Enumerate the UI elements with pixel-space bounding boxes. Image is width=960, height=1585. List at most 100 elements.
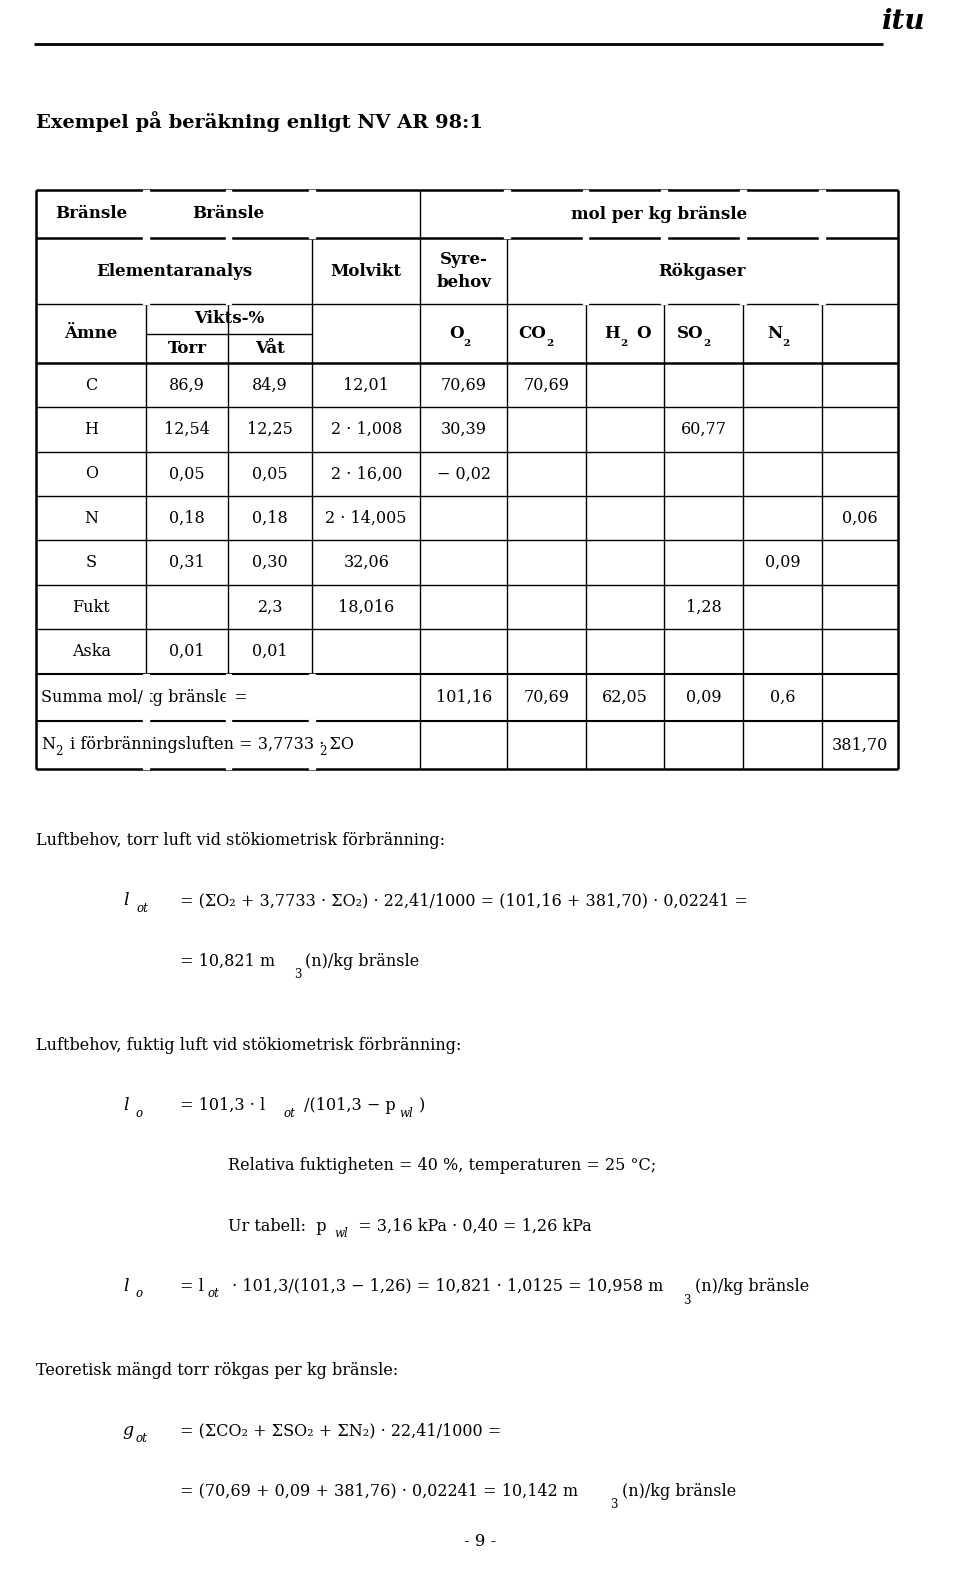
Text: 1,28: 1,28 bbox=[685, 599, 722, 615]
Text: ): ) bbox=[419, 1097, 425, 1114]
Text: 70,69: 70,69 bbox=[523, 689, 569, 705]
Text: Elementaranalys: Elementaranalys bbox=[96, 263, 252, 279]
Text: 2,3: 2,3 bbox=[257, 599, 283, 615]
Text: 2 · 14,005: 2 · 14,005 bbox=[325, 510, 407, 526]
Text: 2 · 1,008: 2 · 1,008 bbox=[330, 422, 402, 437]
Text: o: o bbox=[135, 1106, 142, 1119]
Text: = (ΣCO₂ + ΣSO₂ + ΣN₂) · 22,41/1000 =: = (ΣCO₂ + ΣSO₂ + ΣN₂) · 22,41/1000 = bbox=[180, 1422, 502, 1439]
Text: 0,30: 0,30 bbox=[252, 555, 288, 571]
Text: (n)/kg bränsle: (n)/kg bränsle bbox=[305, 953, 420, 970]
Text: SO: SO bbox=[677, 325, 704, 342]
Text: 0,6: 0,6 bbox=[770, 689, 795, 705]
Text: 2: 2 bbox=[704, 339, 711, 347]
Text: Summa mol/kg bränsle =: Summa mol/kg bränsle = bbox=[41, 689, 248, 705]
Text: g: g bbox=[123, 1422, 134, 1439]
Text: 12,25: 12,25 bbox=[248, 422, 293, 437]
Text: 0,05: 0,05 bbox=[252, 466, 288, 482]
Text: 62,05: 62,05 bbox=[602, 689, 648, 705]
Text: · 101,3/(101,3 − 1,26) = 10,821 · 1,0125 = 10,958 m: · 101,3/(101,3 − 1,26) = 10,821 · 1,0125… bbox=[227, 1278, 663, 1295]
Text: 0,01: 0,01 bbox=[169, 644, 205, 659]
Text: 86,9: 86,9 bbox=[169, 377, 205, 393]
Text: O: O bbox=[449, 325, 464, 342]
Bar bbox=[661, 190, 667, 238]
Bar bbox=[226, 190, 231, 238]
Text: wl: wl bbox=[334, 1227, 348, 1239]
Text: 0,31: 0,31 bbox=[169, 555, 205, 571]
Text: 30,39: 30,39 bbox=[441, 422, 487, 437]
Text: Luftbehov, fuktig luft vid stökiometrisk förbränning:: Luftbehov, fuktig luft vid stökiometrisk… bbox=[36, 1037, 462, 1054]
Text: S: S bbox=[85, 555, 97, 571]
Bar bbox=[740, 238, 746, 304]
Text: 0,09: 0,09 bbox=[685, 689, 722, 705]
Text: 2: 2 bbox=[319, 745, 326, 758]
Text: 12,01: 12,01 bbox=[344, 377, 389, 393]
Text: l: l bbox=[123, 1097, 129, 1114]
Bar bbox=[583, 238, 588, 304]
Text: 0,18: 0,18 bbox=[169, 510, 205, 526]
Text: = l: = l bbox=[180, 1278, 204, 1295]
Text: Torr: Torr bbox=[168, 339, 206, 357]
Text: CO: CO bbox=[518, 325, 546, 342]
Text: 3: 3 bbox=[294, 968, 301, 981]
Text: l: l bbox=[123, 892, 129, 910]
Text: Aska: Aska bbox=[72, 644, 110, 659]
Bar bbox=[143, 190, 149, 238]
Text: 70,69: 70,69 bbox=[441, 377, 487, 393]
Text: 0,01: 0,01 bbox=[252, 644, 288, 659]
Bar bbox=[309, 674, 315, 721]
Text: 18,016: 18,016 bbox=[338, 599, 395, 615]
Text: Molvikt: Molvikt bbox=[330, 263, 402, 279]
Text: 70,69: 70,69 bbox=[523, 377, 569, 393]
Text: 0,09: 0,09 bbox=[764, 555, 801, 571]
Text: N: N bbox=[84, 510, 98, 526]
Text: 2 · 16,00: 2 · 16,00 bbox=[330, 466, 402, 482]
Text: l: l bbox=[123, 1278, 129, 1295]
Text: 60,77: 60,77 bbox=[681, 422, 727, 437]
Text: = 3,16 kPa · 0,40 = 1,26 kPa: = 3,16 kPa · 0,40 = 1,26 kPa bbox=[353, 1217, 592, 1235]
Text: /(101,3 − p: /(101,3 − p bbox=[299, 1097, 396, 1114]
Text: 0,18: 0,18 bbox=[252, 510, 288, 526]
Text: ot: ot bbox=[283, 1106, 295, 1119]
Text: 2: 2 bbox=[620, 339, 628, 347]
Text: O: O bbox=[84, 466, 98, 482]
Text: Luftbehov, torr luft vid stökiometrisk förbränning:: Luftbehov, torr luft vid stökiometrisk f… bbox=[36, 832, 445, 850]
Bar bbox=[819, 190, 825, 238]
Bar bbox=[309, 721, 315, 769]
Text: C: C bbox=[85, 377, 97, 393]
Text: (n)/kg bränsle: (n)/kg bränsle bbox=[622, 1482, 736, 1499]
Text: 84,9: 84,9 bbox=[252, 377, 288, 393]
Text: = 10,821 m: = 10,821 m bbox=[180, 953, 276, 970]
Text: Rökgaser: Rökgaser bbox=[659, 263, 746, 279]
Bar bbox=[226, 674, 231, 721]
Text: 2: 2 bbox=[546, 339, 554, 347]
Text: Relativa fuktigheten = 40 %, temperaturen = 25 °C;: Relativa fuktigheten = 40 %, temperature… bbox=[228, 1157, 657, 1174]
Text: ot: ot bbox=[207, 1287, 219, 1300]
Text: Exempel på beräkning enligt NV AR 98:1: Exempel på beräkning enligt NV AR 98:1 bbox=[36, 111, 484, 132]
Text: 381,70: 381,70 bbox=[831, 737, 888, 753]
Bar bbox=[143, 238, 149, 304]
Text: 3: 3 bbox=[611, 1498, 618, 1512]
Bar bbox=[661, 238, 667, 304]
Text: ot: ot bbox=[136, 902, 148, 915]
Text: N: N bbox=[767, 325, 782, 342]
Text: 2: 2 bbox=[56, 745, 63, 758]
Bar bbox=[504, 190, 510, 238]
Text: ot: ot bbox=[135, 1431, 147, 1446]
Text: H: H bbox=[605, 325, 620, 342]
Text: Vikts-%: Vikts-% bbox=[194, 311, 264, 328]
Text: 3: 3 bbox=[684, 1293, 691, 1306]
Bar bbox=[143, 721, 149, 769]
Text: Syre-: Syre- bbox=[440, 252, 488, 268]
Text: = (ΣO₂ + 3,7733 · ΣO₂) · 22,41/1000 = (101,16 + 381,70) · 0,02241 =: = (ΣO₂ + 3,7733 · ΣO₂) · 22,41/1000 = (1… bbox=[180, 892, 749, 910]
Bar bbox=[819, 238, 825, 304]
Text: Bränsle: Bränsle bbox=[192, 206, 265, 222]
Text: o: o bbox=[135, 1287, 142, 1300]
Text: Bränsle: Bränsle bbox=[55, 206, 128, 222]
Text: = 101,3 · l: = 101,3 · l bbox=[180, 1097, 266, 1114]
Text: wl: wl bbox=[399, 1106, 413, 1119]
Text: 101,16: 101,16 bbox=[436, 689, 492, 705]
Text: behov: behov bbox=[436, 274, 492, 290]
Text: (n)/kg bränsle: (n)/kg bränsle bbox=[695, 1278, 809, 1295]
Text: N: N bbox=[41, 737, 56, 753]
Bar bbox=[583, 190, 588, 238]
